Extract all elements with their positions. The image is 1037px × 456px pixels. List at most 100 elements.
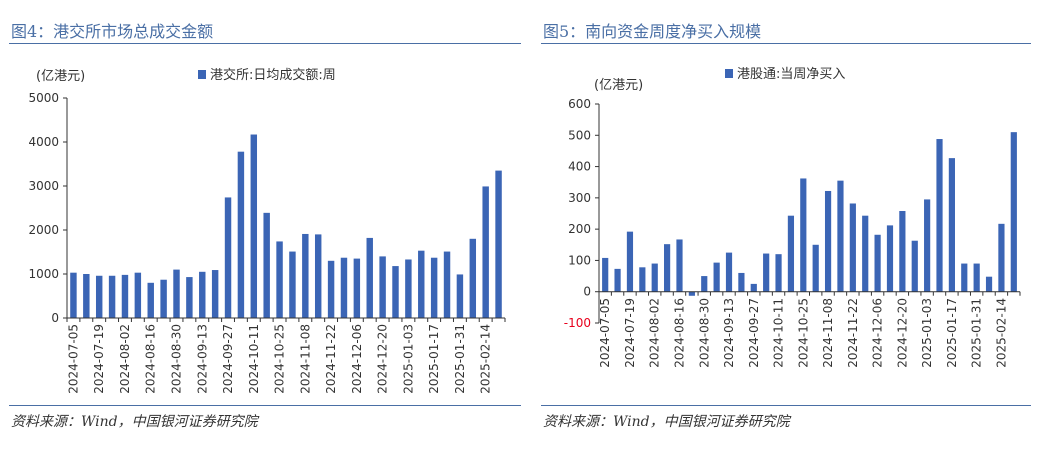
right-bar [961,263,968,292]
left-figure-title: 图4：港交所市场总成交金额 [11,22,214,41]
right-y-tick-label: 100 [568,253,591,267]
left-bar [482,186,489,318]
right-bar [849,203,856,292]
left-bar [392,266,399,318]
left-bar [443,251,451,318]
right-bar [837,180,844,292]
right-bar [713,262,720,292]
right-bar [688,291,695,296]
left-bar [199,271,206,318]
right-source-note: 资料来源：Wind，中国银河证券研究院 [543,414,790,430]
left-x-tick-label: 2024-11-22 [324,324,338,394]
right-bar [812,244,819,292]
left-bar [134,272,142,318]
right-y-tick-label: 200 [568,222,591,236]
right-x-tick-label: 2025-01-31 [970,298,984,368]
right-y-tick-label: 400 [568,160,591,174]
left-bar [147,282,154,318]
right-x-tick-label: 2024-10-25 [796,298,810,368]
right-x-tick-label: 2024-08-16 [672,298,686,368]
left-x-tick-label: 2024-12-06 [350,324,364,394]
left-x-tick-label: 2024-10-11 [247,324,261,394]
right-bar [602,257,609,292]
right-bar [1010,132,1017,292]
right-x-tick-label: 2024-07-19 [623,298,637,368]
right-panel: 图5：南向资金周度净买入规模 (亿港元) 港股通:当周净买入 -100 0 100 200… [533,0,1037,456]
right-bar [862,215,869,292]
right-x-tick-label: 2025-01-03 [920,298,934,368]
right-bar [775,254,782,292]
left-bar [186,277,193,318]
left-bar [353,258,361,318]
left-x-tick-label: 2024-09-13 [195,324,209,394]
left-y-tick-label: 2000 [28,223,59,237]
right-x-tick-label: 2025-01-17 [945,298,959,368]
left-x-tick-label: 2024-08-16 [144,324,158,394]
left-bar [211,270,219,318]
right-bar [911,240,918,292]
left-source-note: 资料来源：Wind，中国银河证券研究院 [11,414,258,430]
right-legend-label: 港股通:当周净买入 [737,67,845,82]
left-x-tick-label: 2024-12-20 [376,324,390,394]
left-title-rule [9,43,521,44]
right-bar [676,239,683,292]
right-source-rule [541,405,1031,406]
right-bar [924,199,931,292]
left-bar [237,151,245,318]
right-y-tick-label: 600 [568,97,591,111]
left-bar [250,134,258,318]
left-bar [160,279,167,318]
left-y-tick-label: 5000 [28,91,59,105]
right-bar [985,276,993,292]
left-x-tick-label: 2025-01-03 [401,324,415,394]
left-x-tick-label: 2025-01-31 [453,324,467,394]
right-bar [626,231,634,292]
left-bar [121,274,129,318]
left-bar [224,197,232,318]
right-x-tick-label: 2024-11-08 [821,298,835,368]
right-x-tick-label: 2024-09-13 [722,298,736,368]
left-bar [83,274,90,318]
right-bar [886,225,894,292]
right-x-tick-label: 2024-12-06 [871,298,885,368]
left-x-tick-label: 2024-09-27 [221,324,235,394]
left-bar [276,241,283,318]
right-bar [639,267,646,292]
left-bar-chart: (亿港元) 港交所:日均成交额:周 0 1000 2000 3000 4000 5000 202… [28,67,506,394]
left-x-tick-label: 2025-02-14 [479,324,493,394]
right-x-tick-label: 2024-08-02 [648,298,662,368]
left-bar [314,234,322,318]
right-y-tick-label: 0 [583,285,591,299]
left-bar [327,260,335,318]
left-bar [289,251,296,318]
right-x-tick-label: 2024-11-22 [846,298,860,368]
right-bar [899,210,906,292]
right-x-tick-label: 2024-12-20 [895,298,909,368]
left-x-tick-label: 2024-07-19 [92,324,106,394]
left-x-tick-label: 2024-11-08 [298,324,312,394]
left-bar [495,170,502,318]
left-bar [430,257,438,318]
right-x-tick-label: 2025-02-14 [994,298,1008,368]
right-x-tick-label: 2024-08-30 [697,298,711,368]
left-y-tick-label: 0 [51,311,59,325]
right-bar [787,215,795,292]
right-bar [874,234,881,292]
left-bar [173,269,180,318]
right-x-tick-label: 2024-09-27 [747,298,761,368]
left-x-tick-label: 2024-07-05 [66,324,80,394]
left-bar [340,257,348,318]
right-x-tick-label: 2024-07-05 [598,298,612,368]
right-bar [725,252,733,292]
right-y-tick-label: -100 [564,316,591,330]
right-bar [738,272,745,292]
right-y-tick-label: 500 [568,128,591,142]
right-bar-chart: (亿港元) 港股通:当周净买入 -100 0 100 200 300 400 500 600 202… [564,67,1021,368]
left-bar [70,272,77,318]
right-x-tick-label: 2024-10-11 [772,298,786,368]
right-unit-label: (亿港元) [594,78,643,93]
left-y-tick-label: 3000 [28,179,59,193]
right-bar [973,263,980,292]
left-unit-label: (亿港元) [36,69,85,84]
left-source-rule [9,405,521,406]
